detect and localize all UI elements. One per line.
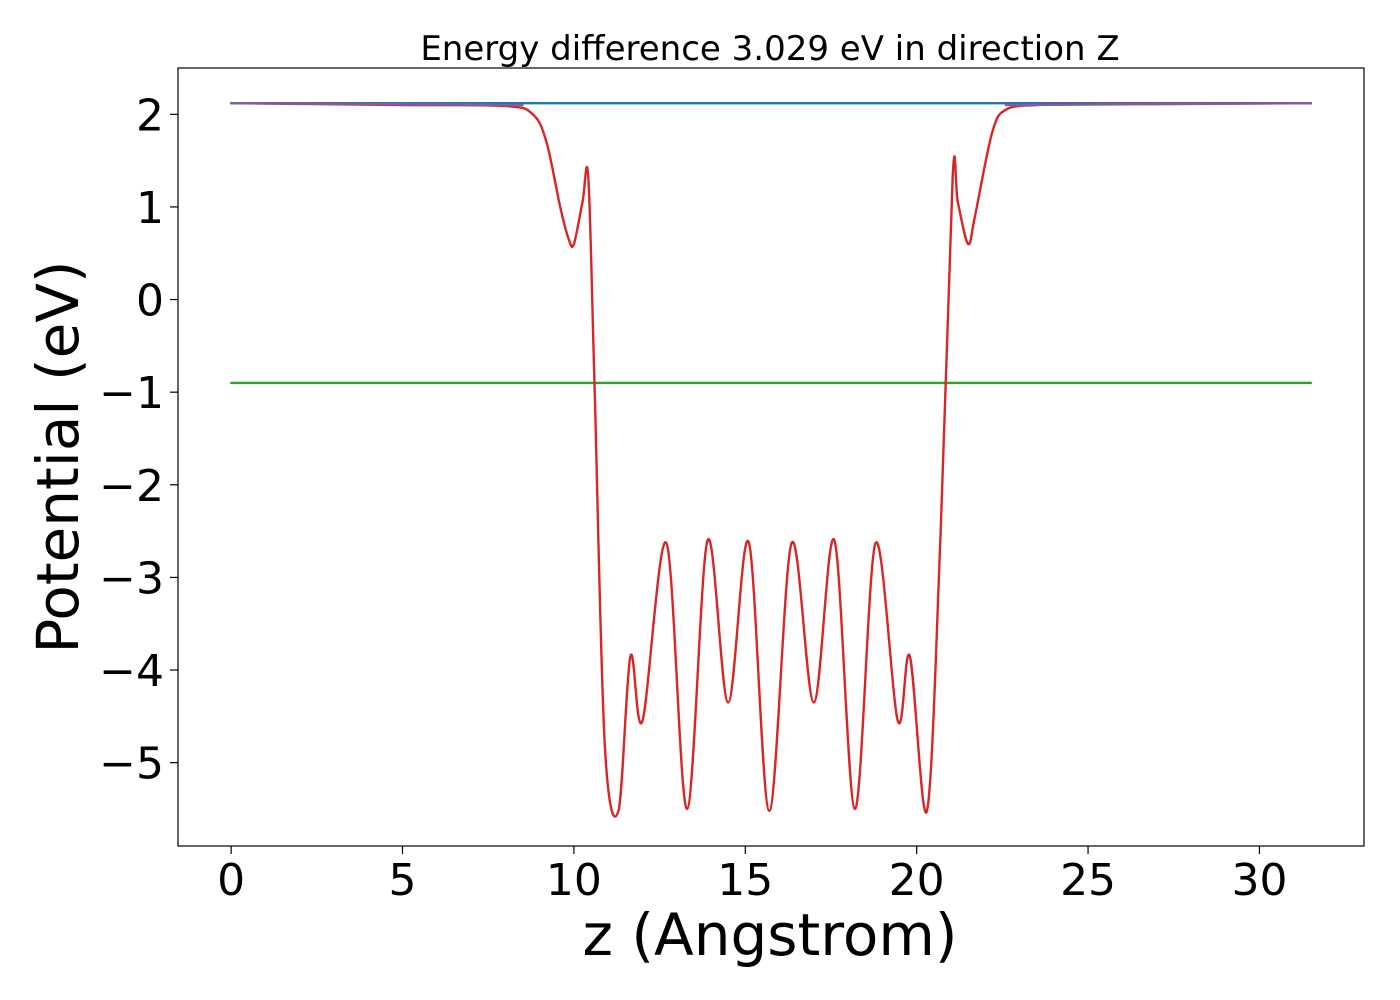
y-tick-label: −4: [99, 646, 164, 697]
y-tick-label: −1: [99, 368, 164, 419]
x-axis-label: z (Angstrom): [583, 901, 958, 969]
y-tick-label: 1: [136, 183, 164, 234]
x-tick-label: 0: [217, 855, 245, 906]
chart-title: Energy difference 3.029 eV in direction …: [420, 29, 1119, 69]
y-tick-label: 0: [136, 276, 164, 327]
y-tick-label: −3: [99, 553, 164, 604]
y-axis: 2 1 0 −1 −2 −3 −4 −5: [99, 90, 178, 790]
x-axis: 0 5 10 15 20 25 30: [217, 846, 1287, 906]
y-tick-label: 2: [136, 90, 164, 141]
x-tick-label: 25: [1060, 855, 1116, 906]
x-tick-label: 5: [389, 855, 417, 906]
series-line-3: [229, 102, 1313, 818]
series-line-4: [229, 102, 524, 107]
y-axis-label: Potential (eV): [24, 260, 92, 653]
y-tick-label: −5: [99, 739, 164, 790]
x-tick-label: 10: [546, 855, 602, 906]
plot-area: [229, 101, 1313, 818]
x-tick-label: 20: [889, 855, 945, 906]
x-tick-label: 30: [1231, 855, 1287, 906]
series-line-5: [1004, 102, 1313, 107]
x-tick-label: 15: [717, 855, 773, 906]
plot-frame: [177, 67, 1365, 847]
y-tick-label: −2: [99, 461, 164, 512]
